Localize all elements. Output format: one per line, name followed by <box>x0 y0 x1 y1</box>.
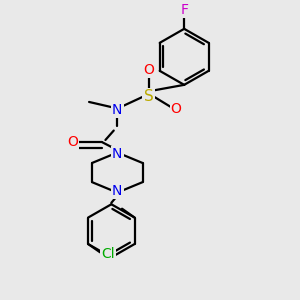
Text: Cl: Cl <box>102 247 115 261</box>
Text: O: O <box>67 135 78 149</box>
Text: N: N <box>112 147 122 161</box>
Text: S: S <box>144 89 153 104</box>
Text: N: N <box>112 184 122 198</box>
Text: N: N <box>112 103 122 117</box>
Text: F: F <box>180 3 188 17</box>
Text: O: O <box>143 62 154 76</box>
Text: O: O <box>171 102 182 116</box>
